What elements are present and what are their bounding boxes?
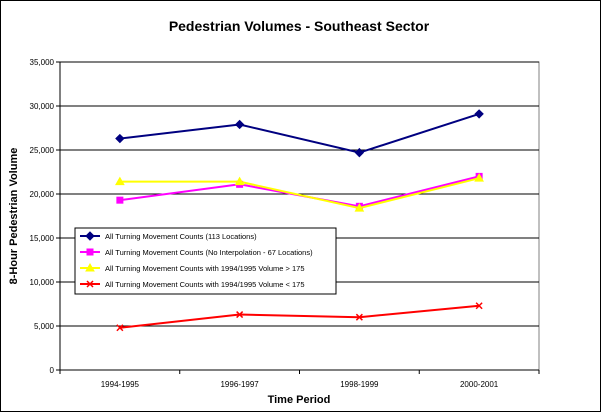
data-point — [85, 231, 95, 241]
data-point — [115, 133, 125, 144]
x-tick-label: 1994-1995 — [101, 380, 140, 389]
data-point — [355, 313, 363, 321]
series-line — [119, 112, 480, 154]
data-point — [116, 196, 124, 204]
x-tick-label: 2000-2001 — [460, 380, 499, 389]
data-point — [116, 324, 124, 332]
legend-label: All Turning Movement Counts with 1994/19… — [105, 280, 305, 289]
series — [115, 109, 484, 158]
legend-label: All Turning Movement Counts (113 Locatio… — [105, 232, 257, 241]
chart-title: Pedestrian Volumes - Southeast Sector — [169, 18, 430, 34]
y-tick-label: 35,000 — [30, 58, 55, 67]
series — [116, 302, 483, 332]
y-tick-label: 25,000 — [30, 146, 55, 155]
y-tick-label: 30,000 — [30, 102, 55, 111]
y-tick-label: 15,000 — [30, 234, 55, 243]
y-tick-label: 5,000 — [34, 322, 55, 331]
legend-label: All Turning Movement Counts (No Interpol… — [105, 248, 313, 257]
series-line — [119, 304, 480, 329]
data-point — [86, 280, 94, 288]
y-tick-label: 20,000 — [30, 190, 55, 199]
legend-item: All Turning Movement Counts with 1994/19… — [80, 262, 305, 273]
data-point — [234, 119, 245, 130]
series-line — [119, 177, 480, 210]
y-tick-label: 10,000 — [30, 278, 55, 287]
data-point — [86, 248, 94, 256]
legend-box — [74, 227, 337, 295]
y-axis-title: 8-Hour Pedestrian Volume — [8, 148, 20, 285]
x-axis-title: Time Period — [268, 394, 331, 406]
series — [115, 173, 484, 212]
data-point — [85, 262, 95, 272]
x-tick-label: 1996-1997 — [220, 380, 259, 389]
data-point — [474, 109, 484, 119]
y-tick-label: 0 — [50, 366, 55, 375]
legend-item: All Turning Movement Counts with 1994/19… — [80, 280, 305, 289]
legend: All Turning Movement Counts (113 Locatio… — [74, 227, 337, 295]
legend-label: All Turning Movement Counts with 1994/19… — [105, 264, 305, 273]
data-point — [354, 203, 365, 212]
legend-item: All Turning Movement Counts (113 Locatio… — [80, 231, 257, 241]
data-point — [474, 173, 484, 182]
data-point — [475, 302, 483, 310]
data-point — [115, 176, 125, 186]
data-point — [354, 147, 365, 158]
legend-item: All Turning Movement Counts (No Interpol… — [80, 248, 313, 257]
data-point — [234, 176, 245, 186]
x-tick-label: 1998-1999 — [340, 380, 379, 389]
data-point — [236, 311, 244, 319]
plot-area — [59, 61, 540, 371]
